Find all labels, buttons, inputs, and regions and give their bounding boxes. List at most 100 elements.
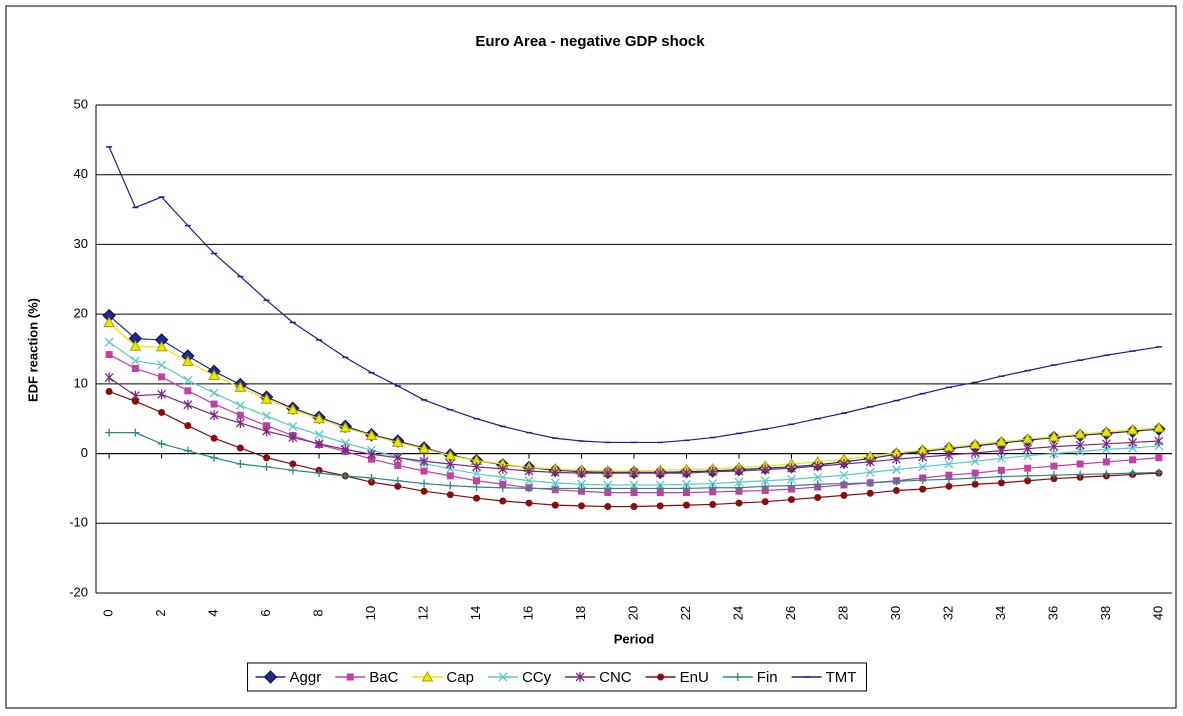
x-tick-label: 30	[888, 606, 903, 620]
marker	[105, 428, 114, 437]
marker	[735, 499, 743, 507]
marker	[1076, 470, 1085, 479]
marker	[813, 472, 823, 482]
marker	[761, 482, 770, 491]
marker	[944, 475, 953, 484]
marker	[787, 496, 795, 504]
marker	[891, 465, 901, 475]
marker	[286, 403, 299, 415]
marker	[209, 388, 219, 398]
legend-item: EnU	[645, 669, 709, 686]
marker	[473, 494, 481, 502]
marker	[445, 459, 455, 470]
marker	[394, 461, 402, 469]
legend-label: TMT	[826, 669, 857, 686]
marker	[1075, 447, 1085, 456]
marker	[996, 453, 1006, 463]
marker	[236, 444, 244, 452]
marker	[130, 356, 140, 366]
marker	[839, 479, 848, 488]
marker	[288, 421, 298, 431]
marker	[1075, 440, 1085, 451]
x-tick-label: 22	[678, 606, 693, 620]
legend-label: Fin	[757, 669, 778, 686]
marker	[339, 421, 352, 433]
marker	[945, 471, 953, 479]
marker	[577, 479, 586, 489]
marker	[630, 503, 638, 511]
marker	[708, 479, 718, 489]
marker	[630, 489, 638, 497]
marker	[235, 401, 245, 410]
marker	[340, 444, 350, 455]
marker	[1049, 441, 1059, 452]
marker	[995, 435, 1008, 447]
marker	[551, 501, 559, 509]
legend-label: CNC	[599, 669, 632, 686]
marker	[1021, 432, 1034, 444]
marker	[262, 426, 272, 437]
marker	[235, 417, 245, 428]
marker	[260, 393, 273, 404]
marker	[525, 499, 533, 507]
marker	[236, 460, 245, 469]
marker	[368, 478, 376, 486]
marker	[158, 373, 166, 381]
marker	[1048, 430, 1060, 442]
marker	[629, 468, 639, 479]
marker	[524, 466, 534, 476]
marker	[393, 476, 402, 485]
marker	[1101, 438, 1111, 449]
x-tick-label: 34	[993, 606, 1008, 620]
marker	[971, 480, 979, 488]
marker	[1155, 454, 1163, 462]
marker	[813, 480, 822, 489]
x-tick-label: 18	[573, 606, 588, 620]
marker	[420, 487, 428, 495]
marker	[839, 459, 849, 470]
x-tick-label: 32	[940, 606, 955, 620]
marker	[734, 477, 744, 487]
marker	[682, 484, 691, 493]
marker	[525, 484, 534, 493]
marker	[971, 473, 980, 482]
marker	[472, 483, 481, 492]
marker	[1024, 477, 1032, 485]
marker	[970, 456, 980, 466]
marker	[184, 387, 192, 395]
marker	[341, 471, 350, 480]
marker	[577, 484, 586, 493]
legend-item: CCy	[487, 669, 552, 686]
y-tick-label: -20	[69, 584, 88, 599]
x-tick-label: 38	[1098, 606, 1113, 620]
marker	[183, 375, 193, 385]
marker	[733, 673, 742, 681]
marker	[365, 429, 378, 440]
y-tick-label: 40	[74, 166, 88, 181]
marker	[996, 445, 1006, 456]
chart-title: Euro Area - negative GDP shock	[475, 33, 705, 50]
marker	[630, 484, 638, 493]
y-tick-label: 50	[74, 96, 88, 111]
x-tick-label: 6	[258, 609, 273, 616]
marker	[1102, 458, 1110, 466]
marker	[446, 491, 454, 499]
marker	[498, 672, 508, 682]
marker	[709, 488, 717, 496]
marker	[262, 411, 272, 421]
marker	[157, 389, 167, 400]
marker	[656, 502, 664, 510]
marker	[393, 452, 403, 463]
marker	[1128, 469, 1137, 478]
x-tick-label: 0	[101, 609, 116, 616]
marker	[288, 466, 297, 475]
legend: Aggr BaC Cap CCy CNC EnU Fin TMT	[247, 662, 867, 692]
marker	[155, 340, 168, 352]
marker	[787, 463, 796, 474]
marker	[709, 500, 717, 508]
x-tick-label: 12	[415, 606, 430, 620]
marker	[1050, 462, 1058, 470]
marker	[734, 466, 744, 476]
marker	[420, 479, 429, 488]
